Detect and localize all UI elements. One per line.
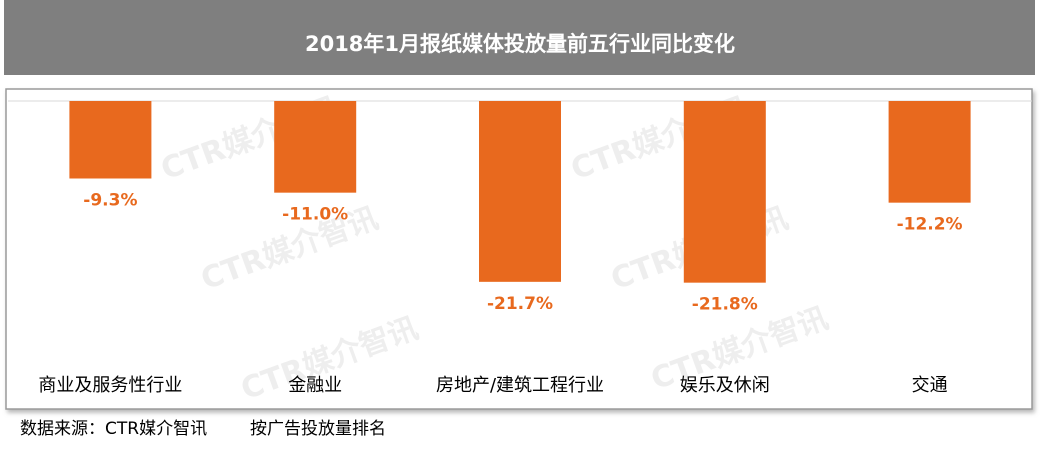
x-tick-label: 商业及服务性行业 <box>38 375 182 396</box>
chart-title: 2018年1月报纸媒体投放量前五行业同比变化 <box>305 32 735 56</box>
value-label: -12.2% <box>897 215 963 235</box>
x-tick-label: 交通 <box>912 375 948 396</box>
value-label: -9.3% <box>83 191 137 211</box>
bar <box>69 101 152 179</box>
bar <box>683 101 766 283</box>
title-banner <box>4 0 1035 75</box>
bar <box>888 101 971 203</box>
bar <box>274 101 357 193</box>
x-tick-label: 金融业 <box>288 375 342 396</box>
value-label: -11.0% <box>282 205 348 225</box>
source: 数据来源：CTR媒介智讯 <box>20 419 207 439</box>
value-label: -21.8% <box>692 295 758 315</box>
value-label: -21.7% <box>487 294 553 314</box>
note: 按广告投放量排名 <box>250 419 386 439</box>
bar <box>479 101 561 282</box>
x-tick-label: 房地产/建筑工程行业 <box>436 375 604 396</box>
x-tick-label: 娱乐及休闲 <box>680 375 770 396</box>
